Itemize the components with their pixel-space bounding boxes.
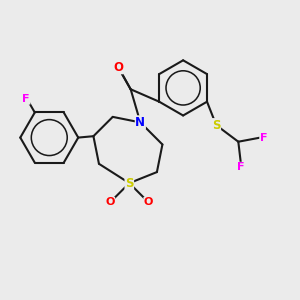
Text: F: F xyxy=(260,133,267,142)
Text: O: O xyxy=(105,197,115,207)
Text: O: O xyxy=(113,61,123,74)
Text: O: O xyxy=(144,197,153,207)
Text: F: F xyxy=(22,94,30,104)
Text: S: S xyxy=(125,177,134,190)
Text: F: F xyxy=(237,162,245,172)
Text: N: N xyxy=(135,116,145,129)
Text: S: S xyxy=(212,119,220,132)
